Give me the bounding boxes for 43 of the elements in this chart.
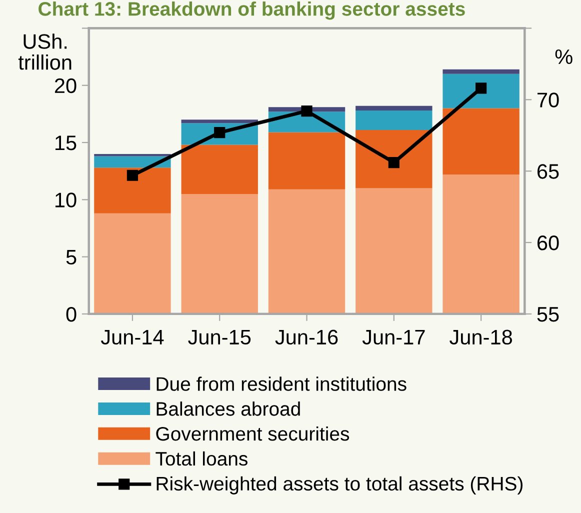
y-tick-label: 0 — [66, 306, 76, 322]
bar — [181, 144, 258, 194]
y2-axis-title: % — [555, 49, 572, 64]
point — [476, 82, 487, 94]
y-tick-label: 20 — [54, 78, 76, 94]
chart-title: Chart 13: Breakdown of banking sector assets — [38, 2, 465, 20]
bar — [356, 110, 432, 130]
x-tick-label: Jun-18 — [450, 330, 512, 345]
x-tick-label: Jun-14 — [100, 330, 164, 345]
point — [388, 156, 400, 168]
bar — [94, 168, 171, 214]
point — [214, 126, 226, 138]
bar — [442, 108, 520, 175]
legend-label: Due from resident institutions — [156, 376, 406, 391]
legend-label: Government securities — [156, 426, 350, 441]
bar — [94, 213, 171, 314]
y2-tick-label: 70 — [538, 92, 559, 108]
legend-label: Balances abroad — [156, 402, 300, 416]
bar — [442, 74, 520, 108]
y-tick-label: 15 — [56, 136, 76, 150]
bar — [181, 194, 258, 314]
y-axis-title: USh. trillion — [18, 34, 72, 70]
y2-tick-label: 60 — [538, 236, 559, 250]
x-tick-label: Jun-17 — [362, 330, 425, 345]
bar — [442, 69, 520, 74]
bar — [356, 188, 432, 314]
bar — [356, 106, 432, 111]
bar — [268, 132, 346, 190]
bar — [181, 120, 258, 124]
point — [126, 170, 138, 181]
x-tick-label: Jun-15 — [188, 330, 251, 345]
point — [301, 106, 312, 117]
bar — [94, 156, 171, 168]
y-tick-label: 10 — [56, 192, 76, 208]
legend-label: Total loans — [156, 451, 248, 466]
bar — [356, 130, 432, 188]
y-tick-label: 5 — [66, 250, 76, 265]
y2-tick-label: 55 — [537, 307, 559, 322]
legend-label: Risk-weighted assets to total assets (RHS) — [156, 476, 523, 494]
bar — [442, 174, 520, 314]
y2-tick-label: 65 — [538, 164, 559, 179]
bar — [268, 189, 346, 314]
x-tick-label: Jun-16 — [275, 330, 338, 345]
